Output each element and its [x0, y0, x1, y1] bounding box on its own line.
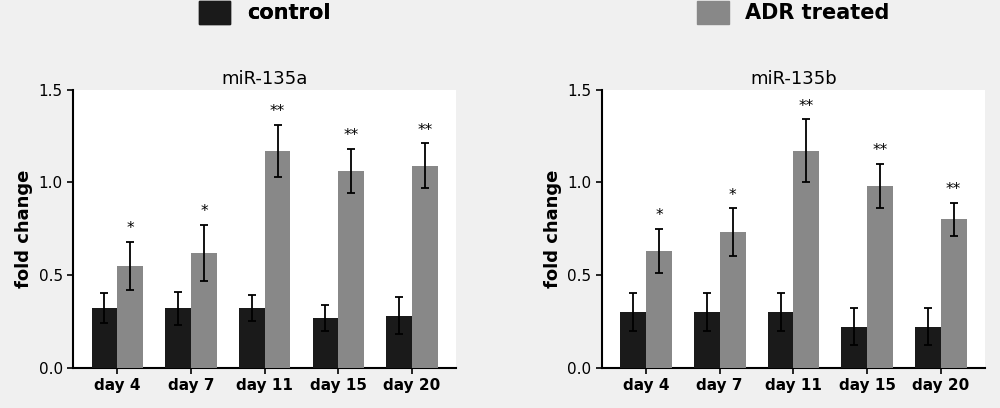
Bar [646, 251, 672, 368]
Text: **: ** [799, 99, 814, 114]
Bar [915, 327, 941, 368]
Text: **: ** [344, 129, 359, 144]
Y-axis label: fold change: fold change [15, 169, 33, 288]
Bar [117, 266, 143, 368]
Text: *: * [200, 204, 208, 220]
Bar [867, 186, 893, 368]
Bar [386, 316, 412, 368]
Bar [313, 317, 338, 368]
Bar [338, 171, 364, 368]
Bar [92, 308, 117, 368]
Bar [768, 312, 793, 368]
Text: *: * [126, 221, 134, 236]
Text: **: ** [872, 143, 888, 158]
Text: *: * [729, 188, 736, 203]
Title: miR-135a: miR-135a [221, 70, 308, 88]
Legend: control: control [193, 0, 337, 30]
Text: *: * [655, 208, 663, 223]
Y-axis label: fold change: fold change [544, 169, 562, 288]
Bar [793, 151, 819, 368]
Bar [239, 308, 265, 368]
Bar [191, 253, 217, 368]
Bar [620, 312, 646, 368]
Bar [841, 327, 867, 368]
Text: **: ** [417, 123, 433, 138]
Legend: ADR treated: ADR treated [691, 0, 896, 30]
Text: **: ** [270, 104, 285, 120]
Bar [941, 220, 967, 368]
Text: **: ** [946, 182, 961, 197]
Bar [412, 166, 438, 368]
Bar [694, 312, 720, 368]
Title: miR-135b: miR-135b [750, 70, 837, 88]
Bar [265, 151, 290, 368]
Bar [720, 233, 746, 368]
Bar [165, 308, 191, 368]
